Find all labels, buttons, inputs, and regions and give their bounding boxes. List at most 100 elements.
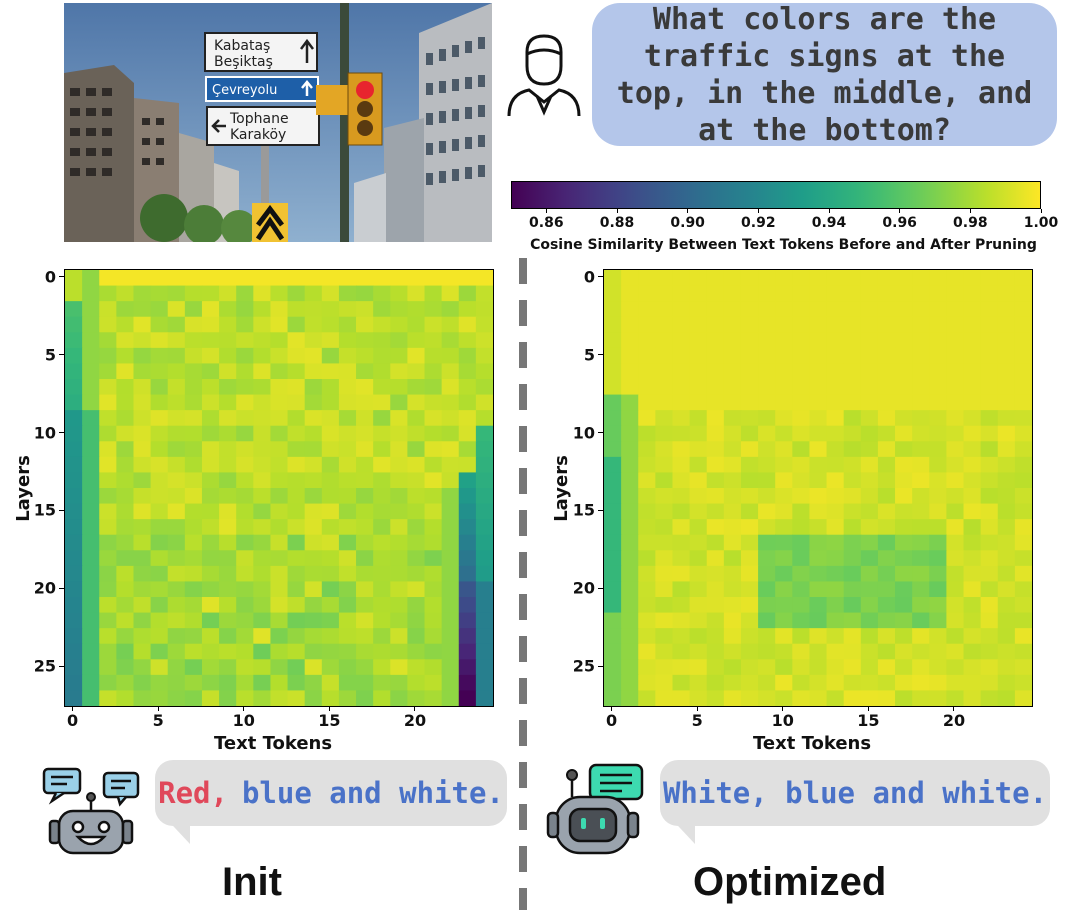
init-cell bbox=[458, 690, 477, 706]
init-cell bbox=[99, 301, 117, 318]
init-cell bbox=[356, 441, 374, 458]
init-cell bbox=[287, 674, 306, 692]
init-cell bbox=[133, 643, 152, 660]
optimized-cell bbox=[963, 410, 982, 427]
init-y-tick-label: 0 bbox=[44, 267, 56, 287]
optimized-cell bbox=[758, 488, 776, 505]
init-cell bbox=[133, 410, 152, 427]
init-cell bbox=[287, 363, 306, 380]
init-cell bbox=[356, 394, 374, 411]
optimized-cell bbox=[604, 472, 622, 489]
init-cell bbox=[356, 488, 374, 505]
init-cell bbox=[304, 488, 323, 505]
init-cell bbox=[201, 565, 220, 583]
optimized-cell bbox=[963, 690, 982, 706]
init-cell bbox=[116, 332, 135, 349]
init-cell bbox=[82, 674, 100, 692]
optimized-cell bbox=[1014, 472, 1032, 489]
optimized-cell bbox=[929, 410, 947, 427]
init-cell bbox=[321, 301, 340, 318]
init-cell bbox=[356, 674, 374, 692]
init-cell bbox=[458, 488, 477, 505]
optimized-cell bbox=[877, 581, 896, 598]
init-cell bbox=[99, 643, 117, 660]
optimized-cell bbox=[689, 550, 708, 567]
init-cell bbox=[356, 690, 374, 706]
optimized-cell bbox=[689, 628, 708, 645]
street-photo: Kabataş Beşiktaş Çevreyolu Tophane Karak… bbox=[64, 3, 492, 246]
init-cell bbox=[338, 285, 357, 302]
init-cell bbox=[219, 456, 237, 474]
init-cell bbox=[116, 379, 135, 396]
optimized-cell bbox=[638, 270, 656, 287]
optimized-cell bbox=[843, 301, 862, 318]
optimized-cell bbox=[809, 270, 828, 287]
optimized-cell bbox=[877, 379, 896, 396]
optimized-cell bbox=[1014, 394, 1032, 411]
optimized-cell bbox=[706, 628, 725, 645]
optimized-cell bbox=[1014, 597, 1032, 614]
optimized-cell bbox=[689, 612, 708, 629]
init-y-tick bbox=[59, 354, 64, 356]
optimized-cell bbox=[775, 379, 793, 396]
init-cell bbox=[338, 270, 357, 287]
init-cell bbox=[82, 659, 100, 676]
optimized-cell bbox=[809, 674, 828, 692]
init-cell bbox=[441, 347, 460, 365]
optimized-cell bbox=[980, 674, 999, 692]
optimized-cell bbox=[929, 643, 947, 660]
optimized-cell bbox=[877, 301, 896, 318]
optimized-cell bbox=[740, 488, 759, 505]
optimized-cell bbox=[655, 425, 674, 442]
init-cell bbox=[338, 332, 357, 349]
optimized-cell bbox=[963, 643, 982, 660]
init-cell bbox=[82, 612, 100, 629]
optimized-cell bbox=[723, 425, 742, 442]
init-cell bbox=[321, 674, 340, 692]
optimized-cell bbox=[638, 441, 656, 458]
init-cell bbox=[82, 363, 100, 380]
optimized-cell bbox=[758, 565, 776, 583]
init-cell bbox=[424, 534, 443, 551]
optimized-cell bbox=[997, 441, 1016, 458]
init-cell bbox=[65, 503, 83, 520]
optimized-cell bbox=[740, 394, 759, 411]
optimized-cell bbox=[621, 643, 639, 660]
init-cell bbox=[338, 472, 357, 489]
init-cell bbox=[458, 674, 477, 692]
init-cell bbox=[82, 456, 100, 474]
optimized-cell bbox=[860, 425, 879, 442]
optimized-cell bbox=[997, 519, 1016, 536]
optimized-cell bbox=[706, 456, 725, 474]
init-cell bbox=[407, 285, 426, 302]
optimized-cell bbox=[706, 301, 725, 318]
init-cell bbox=[219, 488, 237, 505]
optimized-cell bbox=[877, 674, 896, 692]
init-cell bbox=[390, 316, 408, 333]
optimized-cell bbox=[895, 565, 913, 583]
init-cell bbox=[373, 488, 391, 505]
init-cell bbox=[475, 488, 493, 505]
init-cell bbox=[99, 332, 117, 349]
optimized-cell bbox=[758, 332, 776, 349]
init-cell bbox=[82, 394, 100, 411]
init-cell bbox=[236, 488, 254, 505]
optimized-cell bbox=[980, 643, 999, 660]
init-cell bbox=[253, 394, 272, 411]
optimized-cell bbox=[809, 488, 828, 505]
init-x-tick-label: 5 bbox=[152, 711, 164, 730]
init-cell bbox=[116, 565, 135, 583]
init-cell bbox=[424, 472, 443, 489]
optimized-cell bbox=[997, 456, 1016, 474]
init-cell bbox=[407, 597, 426, 614]
init-cell bbox=[356, 410, 374, 427]
init-cell bbox=[184, 503, 203, 520]
optimized-cell bbox=[604, 456, 622, 474]
init-cell bbox=[167, 659, 186, 676]
init-cell bbox=[167, 550, 186, 567]
init-cell bbox=[253, 597, 272, 614]
init-cell bbox=[475, 270, 493, 287]
optimized-cell bbox=[672, 597, 691, 614]
init-cell bbox=[475, 301, 493, 318]
optimized-cell bbox=[877, 659, 896, 676]
